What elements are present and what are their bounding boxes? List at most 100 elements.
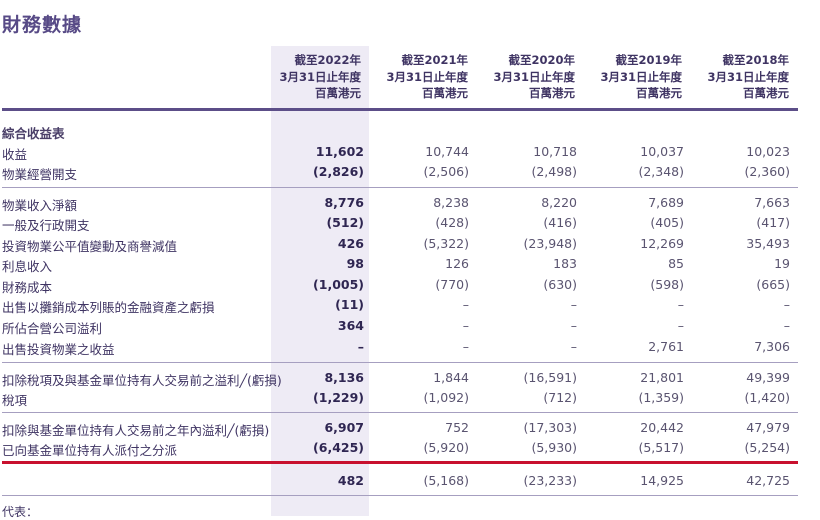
cell-value: 7,663: [754, 195, 790, 210]
cell-value: (2,498): [531, 164, 577, 179]
cell-value: 7,689: [648, 195, 684, 210]
cell-value: 10,023: [746, 144, 790, 159]
current-year-highlight: [271, 46, 369, 516]
cell-value: 6,907: [324, 420, 364, 435]
column-header: 截至2019年 3月31日止年度 百萬港元: [600, 53, 682, 100]
row-label: 出售以攤銷成本列賬的金融資產之虧損: [2, 300, 215, 315]
cell-value: –: [462, 297, 469, 312]
cell-value: (2,360): [744, 164, 790, 179]
cell-value: (1,092): [423, 390, 469, 405]
cell-value: (1,005): [313, 277, 364, 292]
cell-value: 364: [337, 318, 364, 333]
table-row: 收益 11,602 10,744 10,718 10,037 10,023: [0, 144, 820, 164]
cell-value: 7,306: [754, 339, 790, 354]
cell-value: 183: [553, 256, 577, 271]
cell-value: –: [357, 339, 364, 354]
cell-value: (405): [650, 215, 684, 230]
row-label: 出售投資物業之收益: [2, 342, 115, 357]
cell-value: (6,425): [313, 440, 364, 455]
cell-value: (17,303): [523, 420, 578, 435]
row-label: 一般及行政開支: [2, 218, 90, 233]
cell-value: (1,229): [313, 390, 364, 405]
footnote: 代表：: [2, 505, 39, 519]
cell-value: 21,801: [640, 370, 684, 385]
cell-value: –: [783, 318, 790, 333]
cell-value: –: [677, 297, 684, 312]
cell-value: (598): [650, 277, 684, 292]
cell-value: 752: [445, 420, 469, 435]
row-label: 收益: [2, 147, 28, 162]
cell-value: 10,718: [533, 144, 577, 159]
cell-value: 126: [445, 256, 469, 271]
cell-value: –: [570, 297, 577, 312]
cell-value: (2,348): [638, 164, 684, 179]
table-row: 一般及行政開支 (512) (428) (416) (405) (417): [0, 215, 820, 235]
table-row: 扣除與基金單位持有人交易前之年內溢利╱(虧損) 6,907 752 (17,30…: [0, 420, 820, 440]
cell-value: 47,979: [746, 420, 790, 435]
cell-value: 42,725: [746, 473, 790, 488]
cell-value: 98: [346, 256, 364, 271]
table-row: 物業經營開支 (2,826) (2,506) (2,498) (2,348) (…: [0, 164, 820, 184]
cell-value: 12,269: [640, 236, 684, 251]
row-divider: [2, 187, 798, 188]
cell-value: 11,602: [315, 144, 364, 159]
row-label: 稅項: [2, 393, 28, 408]
cell-value: 8,238: [433, 195, 469, 210]
row-divider: [2, 362, 798, 363]
cell-value: (5,920): [423, 440, 469, 455]
table-row: 投資物業公平值變動及商譽減值 426 (5,322) (23,948) 12,2…: [0, 236, 820, 256]
cell-value: (5,322): [423, 236, 469, 251]
table-row: 已向基金單位持有人派付之分派 (6,425) (5,920) (5,930) (…: [0, 440, 820, 460]
table-row: 利息收入 98 126 183 85 19: [0, 256, 820, 276]
cell-value: (416): [543, 215, 577, 230]
cell-value: 10,037: [640, 144, 684, 159]
cell-value: 85: [668, 256, 684, 271]
cell-value: 8,136: [324, 370, 364, 385]
cell-value: (630): [543, 277, 577, 292]
row-label: 物業經營開支: [2, 167, 78, 182]
table-row: 出售以攤銷成本列賬的金融資產之虧損 (11) – – – –: [0, 297, 820, 317]
cell-value: –: [570, 318, 577, 333]
cell-value: (5,517): [638, 440, 684, 455]
column-header: 截至2021年 3月31日止年度 百萬港元: [386, 53, 468, 100]
row-label: 物業收入淨額: [2, 198, 78, 213]
cell-value: (5,254): [744, 440, 790, 455]
column-header: 截至2020年 3月31日止年度 百萬港元: [493, 53, 575, 100]
cell-value: 35,493: [746, 236, 790, 251]
header-divider: [2, 108, 798, 111]
row-label: 已向基金單位持有人派付之分派: [2, 443, 178, 458]
column-header: 截至2022年 3月31日止年度 百萬港元: [279, 53, 361, 100]
cell-value: 8,220: [541, 195, 577, 210]
cell-value: 49,399: [746, 370, 790, 385]
cell-value: (770): [435, 277, 469, 292]
cell-value: (665): [756, 277, 790, 292]
table-row: 482 (5,168) (23,233) 14,925 42,725: [0, 473, 820, 493]
cell-value: (23,233): [523, 473, 578, 488]
page-title: 財務數據: [2, 14, 83, 36]
cell-value: 19: [774, 256, 790, 271]
cell-value: 20,442: [640, 420, 684, 435]
row-label: 扣除稅項及與基金單位持有人交易前之溢利╱(虧損): [2, 373, 282, 388]
table-row: 財務成本 (1,005) (770) (630) (598) (665): [0, 277, 820, 297]
table-row: 出售投資物業之收益 – – – 2,761 7,306: [0, 339, 820, 359]
emphasis-divider: [2, 461, 798, 464]
row-label: 所佔合營公司溢利: [2, 321, 103, 336]
cell-value: 482: [337, 473, 364, 488]
cell-value: 426: [337, 236, 364, 251]
cell-value: (1,359): [638, 390, 684, 405]
cell-value: –: [462, 339, 469, 354]
section-title: 綜合收益表: [2, 126, 65, 141]
cell-value: (712): [543, 390, 577, 405]
cell-value: –: [570, 339, 577, 354]
column-header: 截至2018年 3月31日止年度 百萬港元: [707, 53, 789, 100]
cell-value: 8,776: [324, 195, 364, 210]
cell-value: (417): [756, 215, 790, 230]
cell-value: –: [677, 318, 684, 333]
cell-value: (23,948): [523, 236, 578, 251]
table-row: 稅項 (1,229) (1,092) (712) (1,359) (1,420): [0, 390, 820, 410]
cell-value: (11): [335, 297, 364, 312]
cell-value: 10,744: [425, 144, 469, 159]
cell-value: (512): [326, 215, 364, 230]
cell-value: –: [462, 318, 469, 333]
cell-value: 1,844: [433, 370, 469, 385]
